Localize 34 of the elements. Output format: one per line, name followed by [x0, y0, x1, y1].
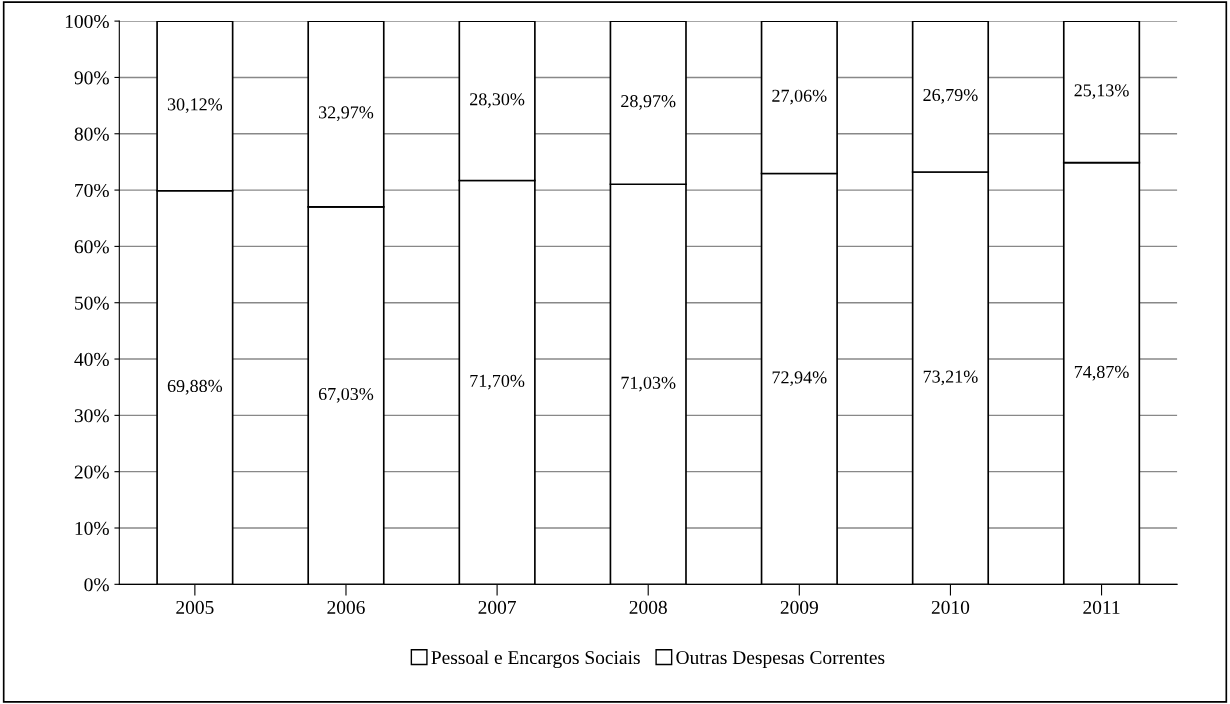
- x-tick-label: 2007: [478, 600, 516, 614]
- data-label: 72,94%: [772, 371, 827, 387]
- data-label: 69,88%: [167, 379, 223, 395]
- y-tick-label: 40%: [74, 352, 109, 367]
- x-tick-label: 2009: [780, 600, 818, 614]
- x-tick-label: 2008: [629, 600, 667, 614]
- data-label: 27,06%: [772, 89, 827, 105]
- y-tick-label: 100%: [65, 14, 109, 29]
- y-tick-label: 0%: [84, 578, 109, 592]
- x-tick-label: 2006: [327, 600, 365, 614]
- y-tick-label: 20%: [74, 465, 109, 479]
- y-tick-label: 90%: [74, 71, 109, 85]
- legend-label: Outras Despesas Correntes: [676, 651, 885, 669]
- data-label: 28,30%: [470, 93, 525, 108]
- data-label: 73,21%: [923, 370, 978, 386]
- data-label: 25,13%: [1074, 84, 1129, 99]
- y-tick-label: 30%: [74, 409, 109, 423]
- data-label: 71,03%: [621, 376, 676, 392]
- data-label: 32,97%: [319, 106, 374, 122]
- y-tick-label: 50%: [75, 296, 109, 310]
- x-tick-label: 2005: [176, 600, 214, 614]
- data-label: 28,97%: [621, 95, 676, 110]
- y-tick-label: 80%: [74, 127, 109, 141]
- data-label: 71,70%: [470, 374, 525, 390]
- data-label: 26,79%: [923, 88, 978, 104]
- data-label: 67,03%: [318, 387, 374, 403]
- x-tick-label: 2011: [1083, 600, 1120, 614]
- legend-label: Pessoal e Encargos Sociais: [431, 650, 640, 669]
- y-tick-label: 10%: [75, 521, 109, 535]
- data-label: 74,87%: [1074, 365, 1129, 381]
- y-tick-label: 60%: [74, 240, 109, 254]
- data-label: 30,12%: [167, 98, 223, 114]
- x-tick-label: 2010: [931, 600, 970, 614]
- y-tick-label: 70%: [75, 183, 109, 198]
